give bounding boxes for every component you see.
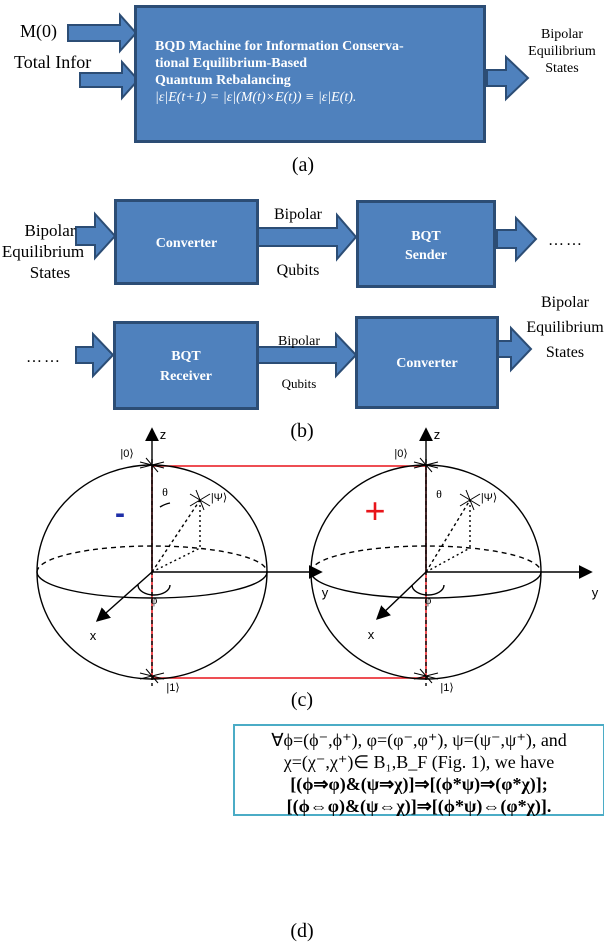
input-total-info-label: Total Infor (14, 52, 92, 72)
arrow-a-output (486, 54, 530, 102)
converter-2-label: Converter (396, 356, 458, 371)
arrow-b-in2 (75, 331, 115, 379)
right-bloch-sphere (310, 427, 593, 686)
link2-bottom-label: Qubits (281, 376, 317, 391)
bqt-receiver-box: BQT Receiver (113, 321, 259, 410)
arrow-b-input (75, 211, 117, 261)
arrow-b-output (497, 325, 533, 373)
theta-right: θ (436, 487, 442, 501)
negative-sign: - (115, 497, 125, 530)
x-axis-left: x (89, 628, 97, 643)
link1-top-label: Bipolar (274, 206, 322, 223)
y-axis-left: y (321, 585, 329, 600)
output-b-line3: States (545, 344, 585, 361)
ket0-right: |0⟩ (394, 448, 408, 460)
bqt-sender-box: BQT Sender (356, 200, 496, 288)
receiver-line1: BQT (171, 349, 201, 364)
phi-left: φ (150, 593, 158, 607)
converter-1-label: Converter (155, 236, 218, 251)
theorem-line4: [(ϕ⇔φ)&(ψ⇔χ)]⇒[(ϕ*ψ)⇔(φ*χ)]. (286, 796, 552, 816)
output-b-line2: Equilibrium (526, 319, 604, 336)
output-a-line2: Equilibrium (528, 44, 596, 59)
theorem-line3: [(ϕ⇒φ)&(ψ⇒χ)]⇒[(ϕ*ψ)⇒(φ*χ)]; (290, 774, 548, 794)
caption-d: (d) (290, 920, 314, 942)
theorem-line2: χ=(χ⁻,χ⁺)∈ B₁,B_F (Fig. 1), we have (283, 752, 555, 772)
caption-a: (a) (291, 154, 315, 176)
input-b-line3: States (29, 263, 71, 282)
left-bloch-sphere (36, 427, 323, 686)
ket1-left: |1⟩ (166, 682, 180, 694)
dots-right: …… (548, 232, 584, 249)
input-b-line2: Equilibrium (1, 242, 85, 261)
arrow-b-link1 (257, 212, 358, 262)
y-axis-right: y (591, 585, 599, 600)
output-a-line1: Bipolar (541, 27, 583, 42)
converter-box-1: Converter (114, 199, 259, 285)
arrow-a-input-bottom (79, 59, 140, 101)
phi-right: φ (424, 593, 432, 607)
ket0-left: |0⟩ (120, 448, 134, 460)
z-axis-left: z (159, 427, 167, 442)
theorem-box: ∀ϕ=(ϕ⁻,ϕ⁺), φ=(φ⁻,φ⁺), ψ=(ψ⁻,ψ⁺), and χ=… (233, 724, 604, 816)
bqd-formula: |ε|E(t+1) = |ε|(M(t)×E(t)) ≡ |ε|E(t). (155, 90, 357, 105)
bqd-machine-box: BQD Machine for Information Conserva- ti… (134, 5, 486, 143)
theta-left: θ (162, 485, 168, 499)
arrow-b-link2 (257, 331, 358, 379)
positive-sign: + (364, 490, 386, 531)
z-axis-right: z (433, 427, 441, 442)
x-axis-right: x (367, 627, 375, 642)
input-b-line1: Bipolar (24, 221, 76, 240)
arrow-a-input-top (67, 12, 138, 54)
output-b-line1: Bipolar (541, 294, 589, 311)
bqd-title-line1: BQD Machine for Information Conserva- (155, 39, 404, 54)
sender-line2: Sender (405, 248, 447, 263)
receiver-line2: Receiver (159, 369, 213, 384)
arrow-b-out (496, 215, 538, 263)
caption-c: (c) (290, 689, 314, 711)
caption-b: (b) (290, 420, 314, 442)
ketpsi-left: |Ψ⟩ (210, 492, 228, 504)
input-m0-label: M(0) (20, 21, 57, 41)
link1-bottom-label: Qubits (276, 262, 320, 279)
ket1-right: |1⟩ (440, 682, 454, 694)
bqd-title-line3: Quantum Rebalancing (155, 73, 291, 88)
converter-box-2: Converter (355, 316, 499, 409)
link2-top-label: Bipolar (278, 334, 320, 349)
ketpsi-right: |Ψ⟩ (480, 492, 498, 504)
dots-left: …… (26, 349, 62, 366)
sender-line1: BQT (411, 229, 441, 244)
output-a-line3: States (545, 61, 579, 76)
bqd-title-line2: tional Equilibrium-Based (155, 56, 308, 71)
theorem-line1: ∀ϕ=(ϕ⁻,ϕ⁺), φ=(φ⁻,φ⁺), ψ=(ψ⁻,ψ⁺), and (271, 730, 567, 750)
